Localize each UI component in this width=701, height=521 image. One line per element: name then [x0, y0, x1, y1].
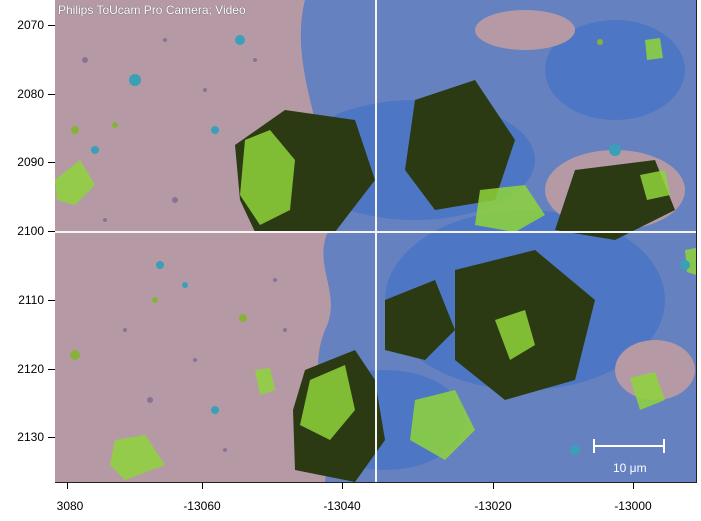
x-tick — [493, 482, 494, 489]
y-tick — [48, 94, 55, 95]
y-tick-label: 2090 — [17, 155, 44, 169]
y-tick-label: 2120 — [17, 362, 44, 376]
camera-viewport[interactable]: Philips ToUcam Pro Camera; Video 10 μm — [55, 0, 697, 483]
y-tick-label: 2110 — [18, 293, 44, 307]
y-tick — [48, 25, 55, 26]
scale-bar-label: 10 μm — [613, 461, 647, 475]
x-tick — [67, 482, 68, 489]
x-tick-label: 3080 — [56, 499, 84, 513]
y-tick — [48, 369, 55, 370]
x-tick-label: -13000 — [614, 499, 652, 513]
scale-bar-cap-left — [593, 439, 595, 453]
scale-bar-cap-right — [663, 439, 665, 453]
y-tick-label: 2100 — [17, 224, 44, 238]
y-axis: 2070 2080 2090 2100 2110 2120 2130 — [0, 0, 56, 486]
scale-bar: 10 μm — [593, 437, 665, 475]
x-tick-label: -13060 — [183, 499, 221, 513]
y-tick-label: 2070 — [17, 18, 44, 32]
y-tick — [48, 300, 55, 301]
crosshair-horizontal — [55, 231, 696, 233]
x-tick — [633, 482, 634, 489]
scale-bar-line — [593, 445, 665, 447]
y-tick — [48, 231, 55, 232]
x-axis: 3080 -13060 -13040 -13020 -13000 — [0, 482, 701, 521]
x-tick-label: -13040 — [323, 499, 361, 513]
y-tick — [48, 437, 55, 438]
camera-title: Philips ToUcam Pro Camera; Video — [58, 3, 246, 17]
y-tick-label: 2080 — [17, 87, 44, 101]
y-tick — [48, 162, 55, 163]
x-tick-label: -13020 — [474, 499, 512, 513]
crosshair-vertical — [375, 0, 377, 482]
x-tick — [202, 482, 203, 489]
x-tick — [342, 482, 343, 489]
y-tick-label: 2130 — [17, 430, 44, 444]
